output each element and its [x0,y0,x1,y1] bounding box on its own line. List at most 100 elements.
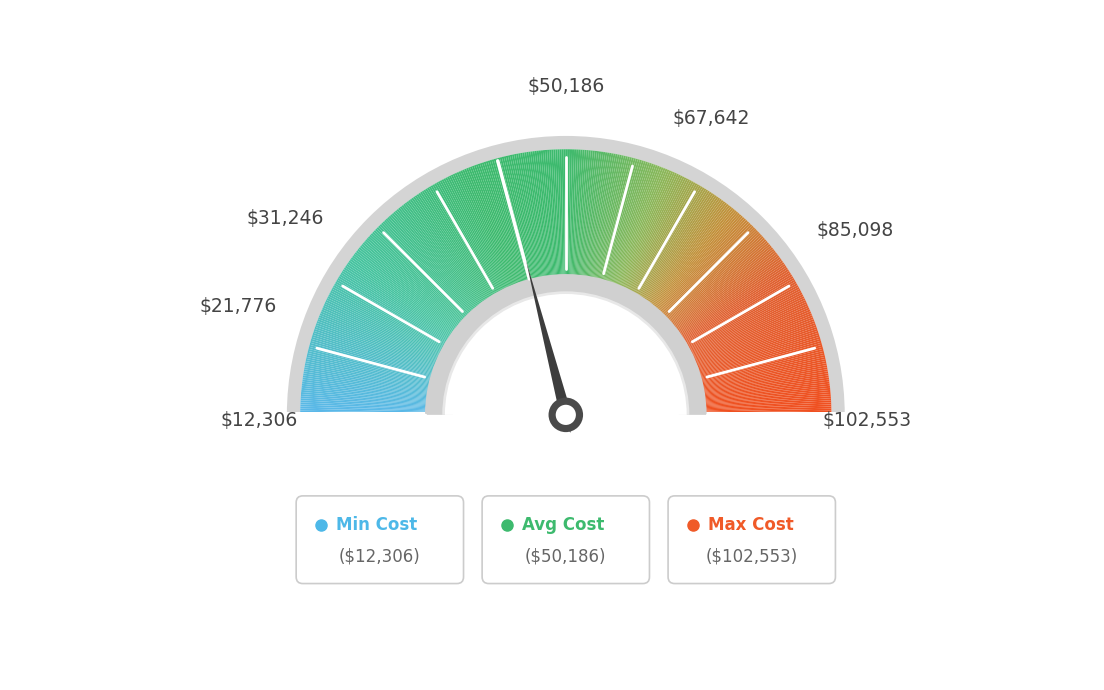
Wedge shape [594,155,622,280]
Wedge shape [648,201,725,304]
Wedge shape [569,149,574,277]
Wedge shape [583,151,602,278]
Text: ($50,186): ($50,186) [526,548,606,566]
Wedge shape [690,300,806,356]
Wedge shape [641,193,713,300]
Wedge shape [484,161,524,284]
Wedge shape [416,194,489,301]
Wedge shape [595,155,624,280]
Wedge shape [370,235,465,322]
Wedge shape [680,266,787,338]
Wedge shape [340,273,449,342]
Wedge shape [468,167,516,286]
Wedge shape [555,149,562,277]
Wedge shape [310,339,434,376]
Wedge shape [342,269,450,340]
Wedge shape [697,327,817,370]
Wedge shape [415,195,488,302]
Wedge shape [604,160,641,282]
Wedge shape [657,214,742,311]
Wedge shape [422,190,491,299]
Wedge shape [466,168,514,287]
Wedge shape [445,294,687,415]
Wedge shape [343,267,450,339]
Wedge shape [687,287,799,349]
Wedge shape [684,278,795,344]
Wedge shape [618,170,669,288]
Wedge shape [300,396,428,406]
Wedge shape [553,150,561,277]
Wedge shape [605,160,644,283]
Wedge shape [309,345,433,380]
Wedge shape [678,260,783,335]
Text: $21,776: $21,776 [200,297,277,316]
Wedge shape [558,149,563,277]
Wedge shape [514,154,540,279]
Wedge shape [671,242,769,326]
Wedge shape [317,319,437,366]
Wedge shape [703,390,830,403]
Wedge shape [613,165,658,285]
Wedge shape [287,136,845,415]
Wedge shape [442,179,502,293]
Wedge shape [431,185,497,296]
Wedge shape [333,285,445,348]
Wedge shape [524,152,545,279]
Wedge shape [510,155,538,280]
Wedge shape [703,380,829,397]
Wedge shape [590,153,614,279]
Wedge shape [664,227,755,318]
Wedge shape [301,390,428,403]
Wedge shape [640,192,712,299]
Wedge shape [660,221,750,315]
Wedge shape [597,156,628,281]
Wedge shape [692,309,810,361]
Wedge shape [548,150,558,277]
Wedge shape [488,160,527,283]
Wedge shape [434,183,498,295]
Wedge shape [571,150,578,277]
Wedge shape [508,155,537,280]
Wedge shape [699,345,822,380]
Text: Avg Cost: Avg Cost [522,516,604,534]
Wedge shape [703,384,830,400]
Wedge shape [562,149,565,277]
Wedge shape [679,262,784,336]
Wedge shape [444,178,503,293]
Wedge shape [689,293,803,352]
Wedge shape [302,380,428,397]
Wedge shape [702,367,828,391]
Wedge shape [376,227,468,318]
Wedge shape [307,355,432,385]
Wedge shape [669,239,766,324]
Wedge shape [362,242,460,326]
Wedge shape [620,171,673,288]
Wedge shape [314,331,435,372]
Wedge shape [308,349,432,382]
Wedge shape [703,392,830,404]
Wedge shape [627,177,684,291]
Wedge shape [516,154,541,279]
Wedge shape [658,217,744,313]
Wedge shape [686,283,797,347]
Wedge shape [649,202,726,305]
Wedge shape [634,183,698,295]
Wedge shape [567,149,572,277]
Wedge shape [701,361,827,388]
Wedge shape [420,192,491,299]
Wedge shape [692,308,809,360]
Wedge shape [580,150,595,277]
Wedge shape [582,151,599,278]
Wedge shape [332,287,445,349]
Wedge shape [498,157,531,282]
Text: $31,246: $31,246 [247,208,325,228]
Wedge shape [320,311,438,362]
Wedge shape [616,167,664,286]
Wedge shape [403,204,482,306]
Wedge shape [565,149,567,277]
Wedge shape [701,359,826,387]
Wedge shape [392,213,476,310]
Wedge shape [679,264,786,337]
Wedge shape [606,161,646,283]
Wedge shape [443,291,689,415]
